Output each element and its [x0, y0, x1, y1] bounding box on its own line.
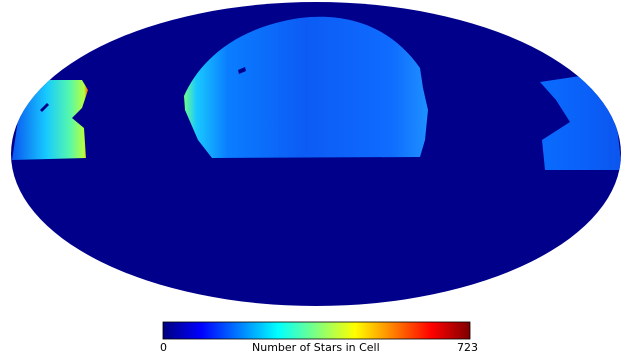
hole-mark-north — [238, 67, 246, 74]
north-cap-region — [184, 16, 428, 158]
left-edge-region — [12, 80, 88, 160]
colorbar-max-label: 723 — [457, 341, 478, 354]
colorbar — [162, 321, 471, 340]
colorbar-min-label: 0 — [160, 341, 167, 354]
colorbar-title: Number of Stars in Cell — [252, 341, 380, 354]
hole-mark-left — [40, 103, 49, 112]
